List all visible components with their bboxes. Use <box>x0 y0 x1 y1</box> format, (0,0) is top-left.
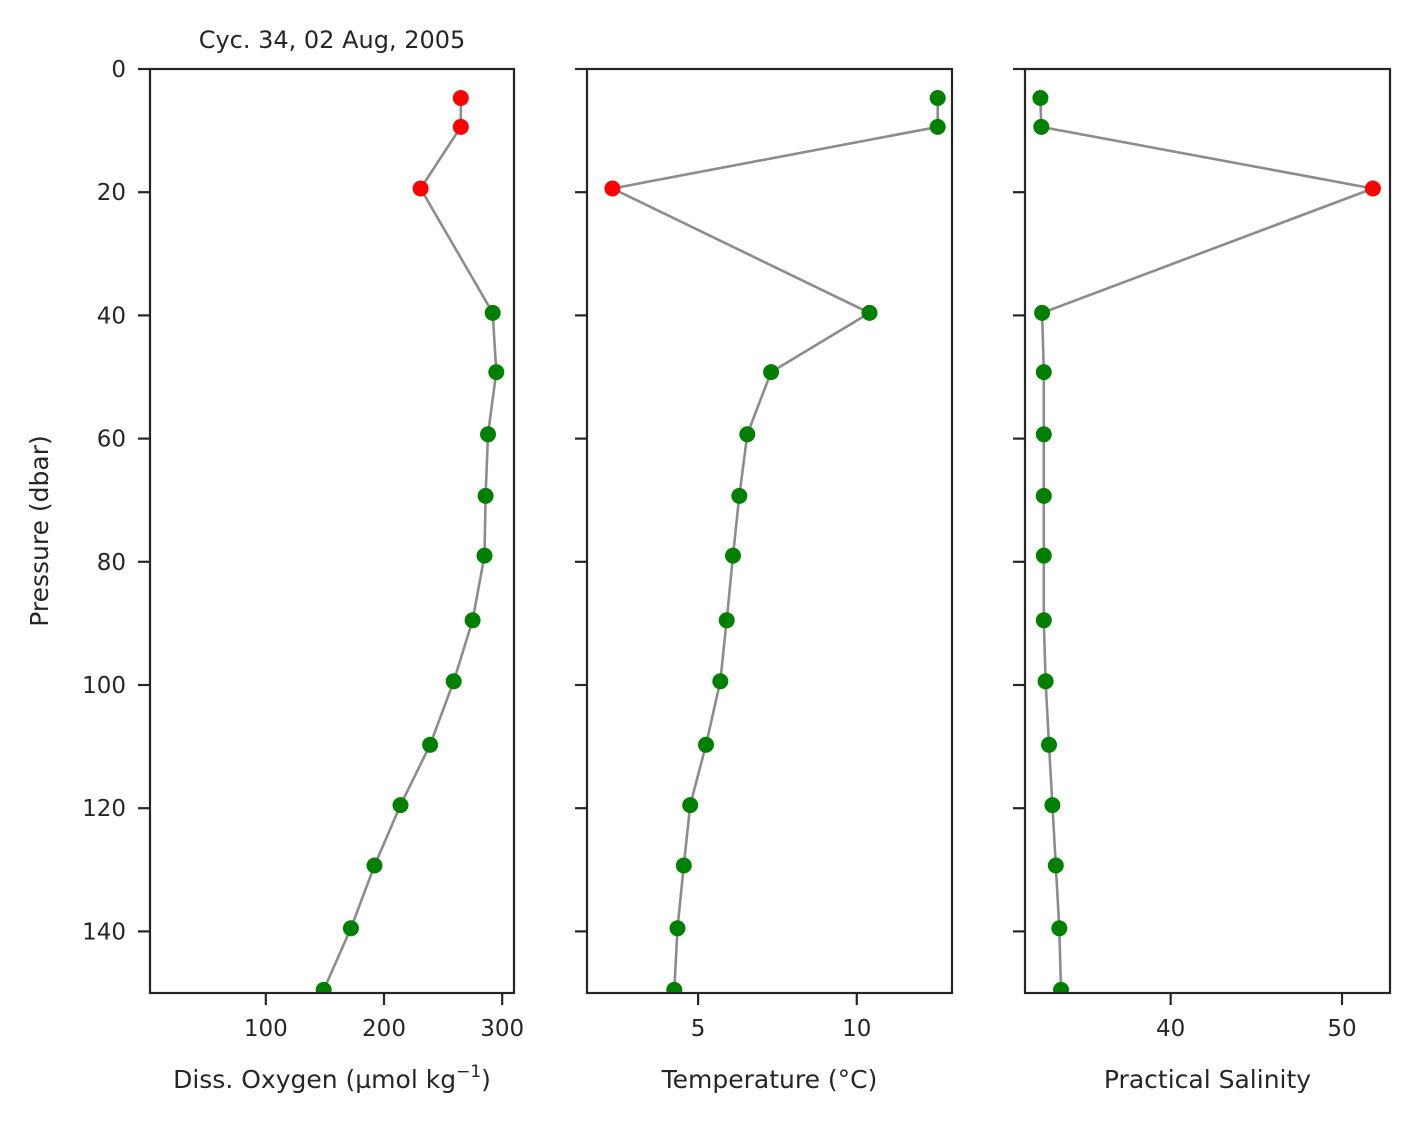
oxygen-xtick-label-300: 300 <box>480 1016 524 1042</box>
salinity-xlabel: Practical Salinity <box>1104 1065 1311 1094</box>
salinity-point-3 <box>1364 180 1381 197</box>
temperature-point-15 <box>666 981 683 993</box>
oxygen-point-1 <box>452 90 469 106</box>
panel-temperature: 5 10 Temperature (°C) <box>575 67 954 1094</box>
salinity-series-line <box>1039 97 1378 990</box>
salinity-point-7 <box>1035 487 1052 504</box>
salinity-point-4 <box>1034 304 1051 321</box>
salinity-point-5 <box>1035 364 1052 381</box>
ytick-label-40: 40 <box>97 303 126 329</box>
temperature-point-9 <box>718 612 735 629</box>
temperature-point-3 <box>604 180 621 197</box>
oxygen-point-8 <box>476 547 493 564</box>
salinity-point-15 <box>1053 981 1069 993</box>
oxygen-point-3 <box>412 180 429 197</box>
salinity-point-1 <box>1032 90 1049 106</box>
salinity-point-6 <box>1035 426 1052 443</box>
salinity-point-11 <box>1041 736 1057 753</box>
temperature-xtick-label-10: 10 <box>842 1016 871 1042</box>
temperature-point-7 <box>731 487 748 504</box>
oxygen-point-9 <box>464 612 481 629</box>
oxygen-point-12 <box>392 797 409 814</box>
oxygen-point-6 <box>480 426 496 443</box>
salinity-xtick-label-50: 50 <box>1327 1016 1356 1042</box>
salinity-point-8 <box>1035 547 1052 564</box>
temperature-point-13 <box>675 857 692 874</box>
oxygen-point-14 <box>342 920 359 937</box>
oxygen-xtick-label-100: 100 <box>244 1016 288 1042</box>
oxygen-series-line <box>322 98 498 991</box>
panel-oxygen: 0 20 40 60 80 100 120 140 100 200 300 Diss. Oxygen … <box>82 57 524 1094</box>
oxygen-axes-frame <box>148 67 516 995</box>
oxygen-point-5 <box>488 364 505 381</box>
ytick-label-120: 120 <box>82 796 126 822</box>
salinity-point-2 <box>1033 118 1050 135</box>
ytick-label-0: 0 <box>111 57 126 83</box>
y-axis-label: Pressure (dbar) <box>25 435 54 627</box>
salinity-point-10 <box>1037 673 1054 690</box>
temperature-point-1 <box>929 90 946 106</box>
temperature-point-6 <box>739 426 756 443</box>
temperature-xtick-label-5: 5 <box>691 1016 706 1042</box>
oxygen-xlabel: Diss. Oxygen (µmol kg−1) <box>173 1062 491 1094</box>
temperature-xlabel: Temperature (°C) <box>661 1065 878 1094</box>
oxygen-point-4 <box>484 304 501 321</box>
temperature-series-line <box>608 98 940 990</box>
panel-salinity: 40 50 Practical Salinity <box>1013 67 1392 1094</box>
salinity-point-14 <box>1051 920 1068 937</box>
oxygen-point-11 <box>422 736 439 753</box>
temperature-point-10 <box>712 673 729 690</box>
oxygen-point-10 <box>445 673 462 690</box>
temperature-point-2 <box>929 118 946 135</box>
ytick-label-140: 140 <box>82 919 126 945</box>
temperature-point-4 <box>861 304 878 321</box>
oxygen-xtick-label-200: 200 <box>362 1016 406 1042</box>
salinity-point-12 <box>1044 797 1061 814</box>
figure-title: Cyc. 34, 02 Aug, 2005 <box>199 26 466 54</box>
ytick-label-20: 20 <box>97 180 126 206</box>
temperature-point-11 <box>698 736 714 753</box>
oxygen-point-7 <box>477 487 494 504</box>
temperature-point-14 <box>669 920 686 937</box>
salinity-axes-frame <box>1023 67 1392 995</box>
ytick-label-100: 100 <box>82 673 126 699</box>
oxygen-point-15 <box>315 981 332 993</box>
salinity-point-13 <box>1047 857 1064 874</box>
oxygen-point-2 <box>452 118 469 135</box>
temperature-point-8 <box>725 547 741 564</box>
salinity-point-9 <box>1035 612 1052 629</box>
salinity-xtick-label-40: 40 <box>1156 1016 1185 1042</box>
ytick-label-60: 60 <box>97 427 126 453</box>
oxygen-point-13 <box>366 857 383 874</box>
temperature-axes-frame <box>585 67 954 995</box>
temperature-point-12 <box>682 797 699 814</box>
ytick-label-80: 80 <box>97 550 126 576</box>
temperature-point-5 <box>763 364 780 381</box>
